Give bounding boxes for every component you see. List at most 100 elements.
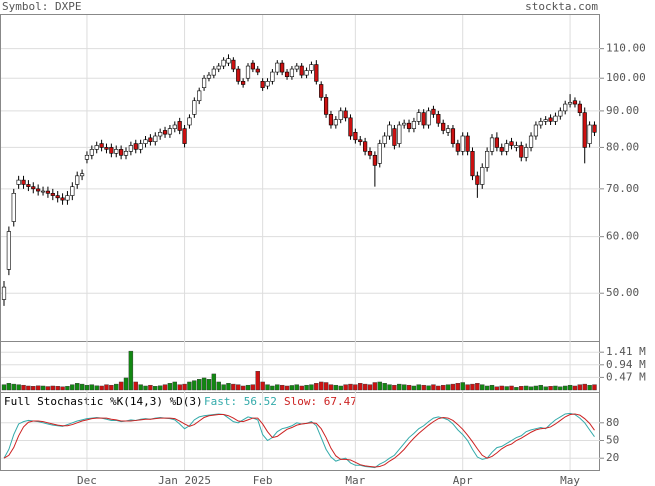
volume-bar — [89, 384, 95, 391]
volume-bar — [255, 371, 260, 391]
volume-bar — [240, 385, 246, 391]
y-tick-label: 70.00 — [606, 182, 639, 195]
volume-bar — [157, 385, 163, 391]
candle-body — [250, 62, 255, 70]
source: stockta.com — [525, 0, 598, 13]
volume-bar — [528, 386, 534, 391]
candle-body — [123, 151, 129, 156]
candle-body — [485, 151, 490, 168]
y-tick-label: 1.41 M — [606, 345, 646, 358]
candle-body — [270, 71, 275, 82]
candle-body — [572, 100, 578, 105]
candle-body — [275, 62, 280, 73]
candle-body — [94, 145, 99, 150]
y-tick-label: 50.00 — [606, 286, 639, 299]
volume-bar — [406, 384, 412, 391]
volume-bar — [231, 383, 236, 391]
candle-body — [192, 100, 197, 115]
candle-body — [206, 74, 212, 79]
volume-bar — [196, 379, 202, 391]
volume-bar — [563, 385, 568, 391]
volume-bar — [411, 385, 417, 391]
candle-body — [553, 115, 558, 122]
volume-bar — [323, 382, 329, 391]
candle-body — [21, 179, 26, 185]
y-tick-label: 60.00 — [606, 230, 639, 243]
candle-body — [323, 97, 329, 115]
volume-bar — [450, 383, 456, 391]
volume-bar — [455, 383, 461, 391]
volume-bar — [236, 384, 241, 391]
candle-body — [514, 145, 519, 148]
volume-bar — [533, 385, 539, 391]
volume-bar — [343, 384, 348, 391]
candle-body — [392, 128, 397, 146]
candle-body — [162, 130, 168, 135]
volume-bar — [567, 384, 573, 391]
volume-bar — [153, 386, 158, 391]
volume-bar — [79, 383, 85, 391]
volume-bar — [94, 385, 99, 391]
candle-body — [411, 121, 417, 129]
volume-bar — [279, 384, 285, 391]
candle-body — [377, 143, 382, 164]
candle-body — [231, 59, 236, 70]
volume-bar — [211, 373, 217, 391]
volume-bar — [74, 383, 80, 391]
candle-body — [445, 128, 451, 133]
candle-body — [426, 110, 431, 126]
volume-bar — [587, 384, 592, 391]
volume-bar — [348, 383, 353, 391]
volume-bar — [582, 383, 587, 391]
candle-body — [211, 68, 216, 76]
candle-body — [314, 64, 319, 82]
volume-bar — [353, 384, 358, 391]
volume-bar — [367, 384, 373, 391]
volume-bar — [60, 386, 65, 391]
candle-body — [455, 143, 460, 152]
y-tick-label: 80.00 — [606, 140, 639, 153]
volume-bar — [50, 385, 55, 391]
volume-bar — [162, 384, 168, 391]
volume-bar — [480, 384, 485, 391]
volume-bar — [577, 384, 583, 391]
volume-bar — [372, 382, 378, 391]
volume-bar — [436, 385, 441, 391]
stochastic-line — [3, 413, 595, 468]
candle-body — [299, 65, 304, 76]
volume-bar — [592, 384, 597, 391]
volume-bar — [133, 381, 138, 391]
candle-body — [436, 114, 441, 124]
volume-bar — [265, 384, 270, 391]
candle-body — [475, 175, 480, 185]
candle-body — [480, 167, 485, 185]
volume-bar — [470, 383, 475, 391]
volume-bar — [99, 385, 104, 391]
volume-bar — [128, 350, 134, 391]
volume-bar — [426, 385, 431, 391]
candle-body — [167, 128, 173, 135]
candle-body — [31, 186, 36, 190]
x-tick-label: Jan 2025 — [158, 474, 211, 486]
candle-body — [309, 64, 314, 71]
volume-bar — [192, 380, 197, 391]
y-tick-label: 50 — [606, 434, 619, 447]
candle-body — [450, 128, 456, 144]
volume-bar — [40, 385, 46, 391]
volume-bar — [45, 386, 51, 391]
candle-body — [216, 65, 221, 70]
candle-body — [563, 103, 568, 112]
candle-body — [343, 110, 348, 119]
candle-body — [372, 154, 377, 166]
x-tick-label: Dec — [77, 474, 97, 486]
volume-bar — [489, 384, 495, 391]
volume-bar — [55, 386, 60, 391]
candle-body — [421, 112, 426, 126]
frame — [0, 14, 600, 471]
candle-body — [45, 190, 51, 194]
volume-bar — [114, 383, 119, 391]
candle-body — [153, 135, 158, 142]
volume-bar — [421, 384, 426, 391]
candle-body — [470, 151, 475, 177]
